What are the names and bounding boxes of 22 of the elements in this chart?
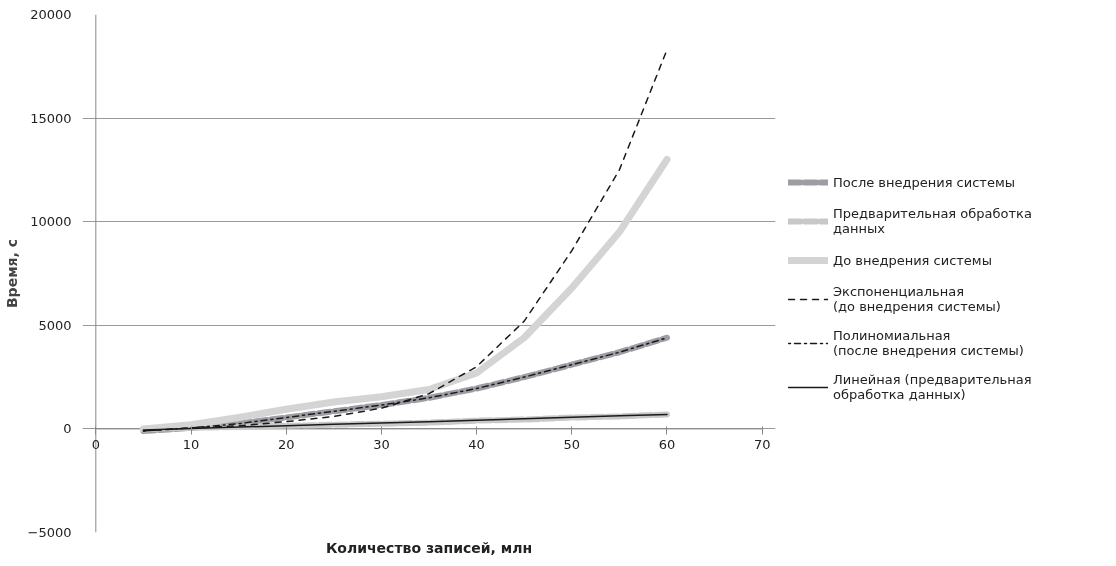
legend-label: До внедрения системы: [833, 251, 992, 269]
y-tick-label: 15000: [30, 110, 72, 126]
y-tick-label: 10000: [30, 214, 72, 230]
x-tick-label: 70: [753, 436, 771, 452]
legend-label: Экспоненциальная (до внедрения системы): [833, 284, 1001, 314]
legend-label: После внедрения системы: [833, 173, 1015, 191]
x-tick-label: 20: [277, 436, 295, 452]
x-tick-label: 40: [468, 436, 485, 452]
x-tick-label: 50: [563, 436, 581, 452]
x-tick-label: 0: [91, 436, 100, 452]
y-tick-label: 0: [63, 421, 72, 437]
y-axis-title: Время, с: [3, 238, 20, 309]
x-tick-label: 30: [373, 436, 390, 452]
y-tick-label: 20000: [30, 7, 72, 22]
legend-label: Предварительная обработка данных: [833, 206, 1032, 236]
x-tick-label: 10: [182, 436, 200, 452]
x-axis-title: Количество записей, млн: [325, 539, 533, 556]
legend-label: Полиномиальная (после внедрения системы): [833, 328, 1024, 358]
y-tick-label: 5000: [38, 317, 72, 333]
x-tick-label: 60: [658, 436, 676, 452]
legend-label: Линейная (предварительная обработка данных): [833, 372, 1032, 402]
y-tick-label: −5000: [27, 525, 72, 540]
